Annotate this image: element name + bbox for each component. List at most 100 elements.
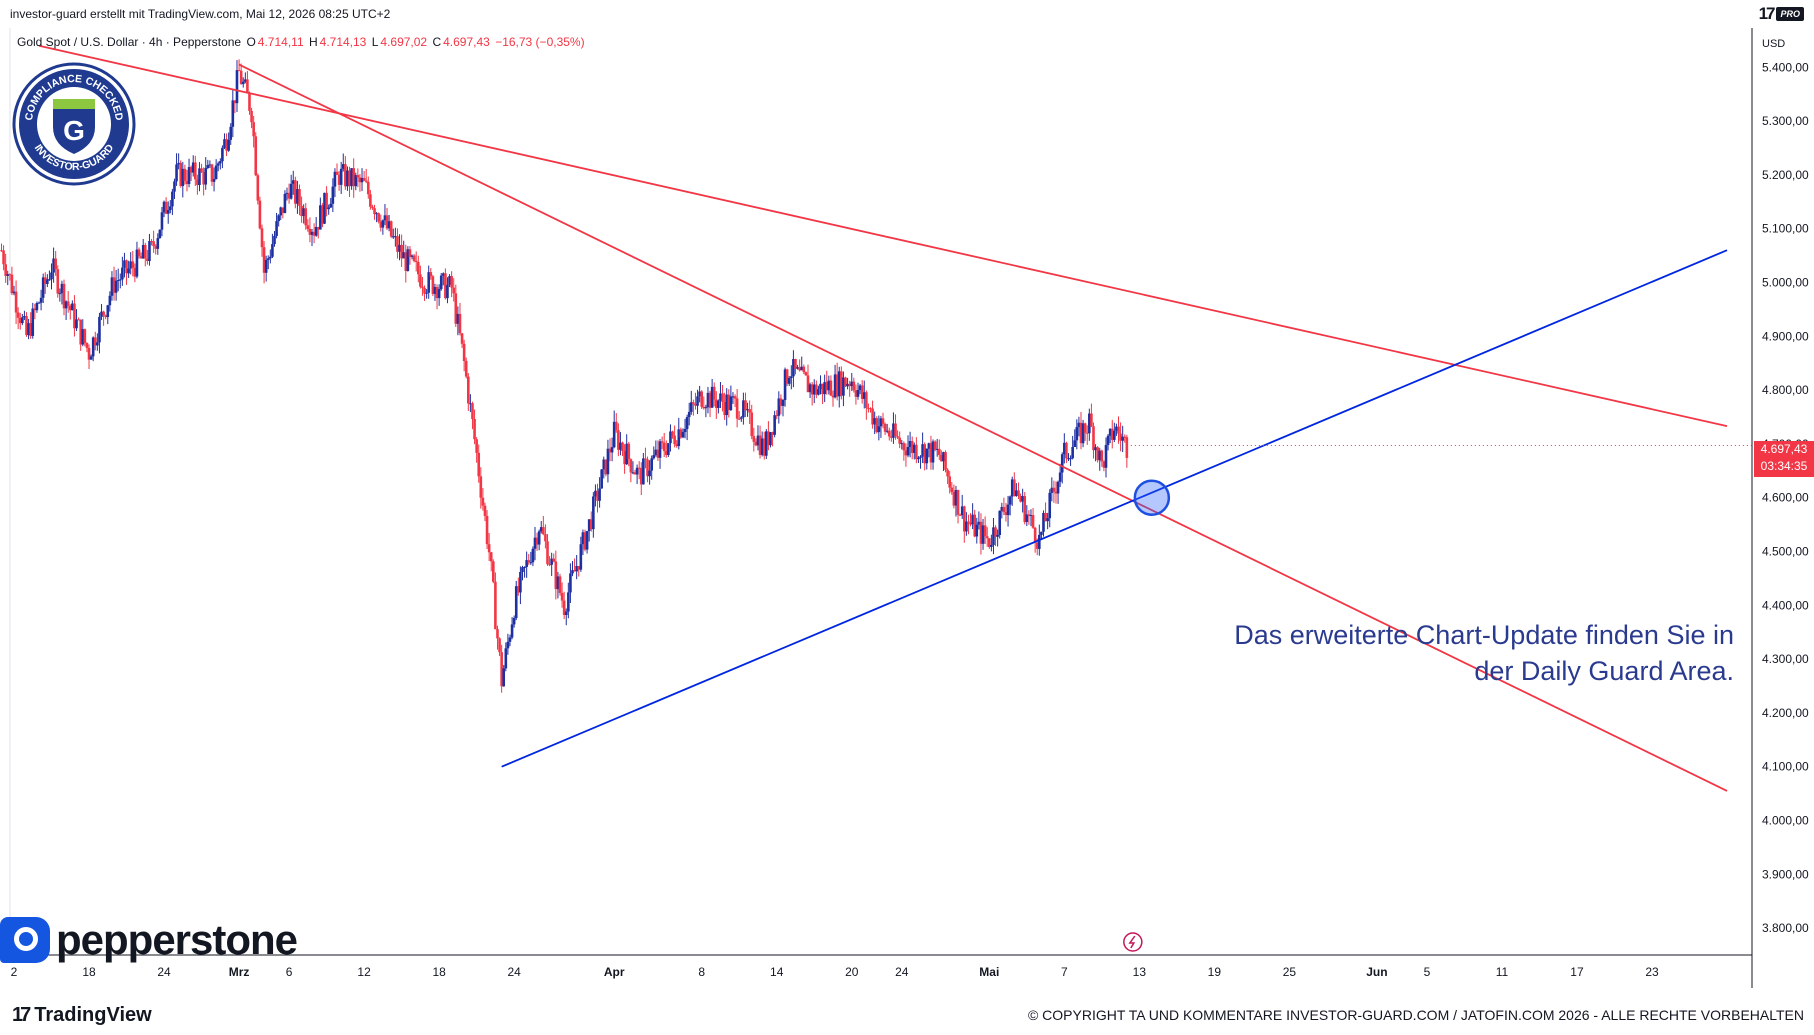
candle-body <box>1094 447 1097 451</box>
candle-body <box>319 205 322 230</box>
candle-body <box>1119 433 1122 441</box>
candle-body <box>610 447 614 453</box>
candle-body <box>98 316 101 343</box>
candle-body <box>1040 531 1043 535</box>
y-tick-label: 5.100,00 <box>1762 222 1809 236</box>
candle-body <box>1110 428 1114 440</box>
candle-body <box>412 255 416 261</box>
candle-body <box>283 193 287 213</box>
y-tick-label: 4.200,00 <box>1762 706 1809 720</box>
candle-body <box>227 139 230 151</box>
candle-body <box>389 221 393 237</box>
candle-body <box>1096 447 1099 461</box>
candle-body <box>146 258 149 261</box>
candle-body <box>621 442 624 452</box>
candle-body <box>571 570 574 574</box>
candle-body <box>542 527 545 535</box>
x-tick-label: 24 <box>507 965 521 979</box>
candle-body <box>241 81 245 85</box>
candle-body <box>196 179 199 186</box>
candle-body <box>275 221 278 236</box>
candle-body <box>1106 435 1110 445</box>
pepperstone-logo: pepperstone <box>0 916 298 964</box>
candle-body <box>804 372 808 376</box>
candle-body <box>492 561 495 582</box>
candle-body <box>987 538 991 547</box>
candle-body <box>979 521 983 544</box>
candle-body <box>717 400 720 408</box>
candle-body <box>225 139 228 151</box>
candle-body <box>1090 413 1093 427</box>
candle-body <box>944 452 947 470</box>
event-flash-bolt <box>1128 935 1136 949</box>
candle-body <box>10 274 14 294</box>
symbol-description[interactable]: Gold Spot / U.S. Dollar · 4h · Peppersto… <box>17 35 242 49</box>
candle-body <box>2 250 5 265</box>
candle-body <box>112 277 116 293</box>
candle-body <box>252 122 255 137</box>
candle-body <box>46 279 49 284</box>
candle-body <box>183 168 187 181</box>
candle-body <box>721 393 724 402</box>
candle-body <box>802 366 806 373</box>
candle-body <box>842 377 845 396</box>
candle-body <box>592 496 595 530</box>
candle-body <box>685 417 689 430</box>
candle-body <box>481 497 485 506</box>
candle-body <box>471 403 474 420</box>
candle-body <box>723 401 726 416</box>
y-tick-label: 4.400,00 <box>1762 598 1809 612</box>
candle-body <box>517 586 520 593</box>
candle-body <box>1083 423 1087 433</box>
candle-body <box>1029 515 1033 517</box>
candle-body <box>512 618 516 625</box>
candle-body <box>158 229 162 239</box>
candle-body <box>708 392 712 408</box>
candle-body <box>429 272 433 277</box>
candle-body <box>150 241 153 243</box>
candle-body <box>537 531 541 545</box>
candle-body <box>752 436 756 442</box>
candle-body <box>992 527 995 545</box>
candle-body <box>1067 458 1070 460</box>
x-tick-label: 6 <box>286 965 293 979</box>
candle-body <box>139 256 143 259</box>
x-tick-label: 20 <box>845 965 859 979</box>
candle-body <box>258 200 262 229</box>
last-price-tag: 4.697,43 03:34:35 <box>1754 441 1814 477</box>
candle-body <box>808 384 812 393</box>
candle-body <box>33 308 37 311</box>
candle-body <box>246 79 249 93</box>
candle-body <box>237 70 241 72</box>
candle-body <box>639 467 643 485</box>
candle-body <box>327 207 330 210</box>
candle-body <box>981 525 985 544</box>
candle-body <box>844 377 847 387</box>
candle-body <box>1108 428 1112 436</box>
candle-body <box>108 295 112 306</box>
candle-body <box>264 259 268 273</box>
candle-body <box>514 586 518 619</box>
candle-body <box>656 449 660 458</box>
candle-body <box>308 228 312 235</box>
candle-body <box>164 201 168 214</box>
time-axis[interactable]: 2 18 24 Mrz 6 12 18 24 Apr 8 14 20 24 Mai 7 13 19 25 Jun 5 1… <box>11 965 1659 979</box>
candle-body <box>1125 437 1129 458</box>
candle-body <box>341 164 345 169</box>
tradingview-footer-logo: 17 TradingView <box>12 1004 152 1027</box>
price-axis[interactable]: 3.800,00 3.900,00 4.000,00 4.100,00 4.200,00… <box>1762 60 1809 935</box>
candle-body <box>464 361 468 377</box>
candle-body <box>398 244 401 252</box>
currency-label[interactable]: USD <box>1762 38 1786 50</box>
candle-body <box>41 277 45 298</box>
candle-body <box>577 566 581 570</box>
candle-body <box>567 592 570 612</box>
candle-body <box>735 398 739 419</box>
candle-body <box>664 451 668 455</box>
candle-body <box>677 429 681 447</box>
candle-body <box>767 431 770 446</box>
candle-body <box>325 192 328 210</box>
candle-body <box>385 215 389 229</box>
candle-body <box>510 624 514 638</box>
